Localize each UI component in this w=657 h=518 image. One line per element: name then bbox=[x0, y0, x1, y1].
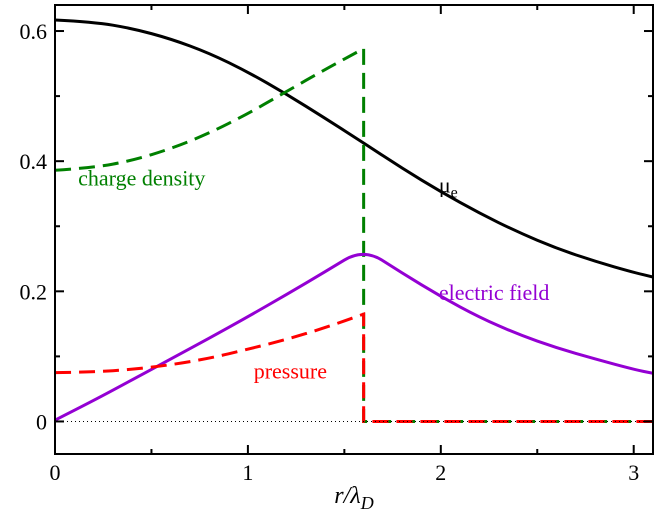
tick-layer: 0 1 2 3 0 0.2 0.4 0.6 bbox=[20, 5, 653, 485]
x-tick-label: 0 bbox=[50, 460, 61, 485]
x-tick-label: 3 bbox=[628, 460, 639, 485]
series-line-0 bbox=[55, 18, 653, 279]
y-tick-label: 0.6 bbox=[20, 19, 48, 44]
series-label: μe bbox=[439, 172, 458, 201]
y-tick-label: 0 bbox=[36, 409, 47, 434]
series-line-2 bbox=[55, 252, 653, 422]
y-tick-label: 0.2 bbox=[20, 279, 48, 304]
x-tick-label: 1 bbox=[242, 460, 253, 485]
x-axis-label-main: r/λ bbox=[334, 483, 360, 509]
series-line-3 bbox=[55, 311, 653, 423]
series-line-1 bbox=[55, 46, 653, 423]
x-tick-label: 2 bbox=[435, 460, 446, 485]
y-tick-label: 0.4 bbox=[20, 149, 48, 174]
series-label: pressure bbox=[254, 359, 327, 384]
annotation-layer: charge density μe electric field pressure bbox=[78, 165, 549, 383]
x-axis-label: r/λD bbox=[334, 483, 373, 513]
series-label: charge density bbox=[78, 165, 205, 190]
x-axis-label-sub: D bbox=[360, 493, 374, 513]
series-layer bbox=[55, 18, 653, 423]
series-label: electric field bbox=[439, 280, 550, 305]
plot-frame bbox=[54, 4, 654, 455]
